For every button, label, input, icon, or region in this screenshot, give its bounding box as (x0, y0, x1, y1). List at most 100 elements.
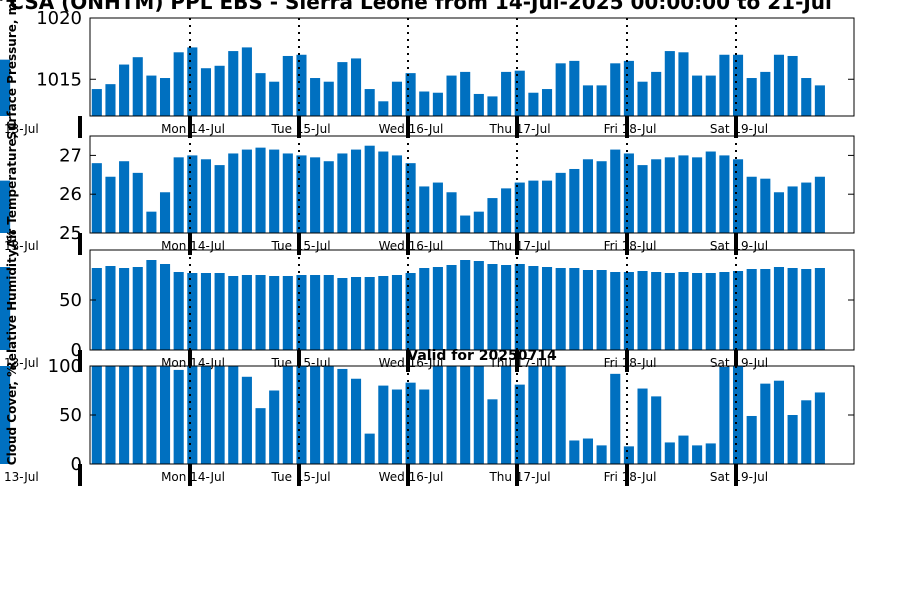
bar-p1-14 (282, 55, 293, 116)
bar-p4-15 (296, 366, 307, 464)
bar-p1-1 (105, 84, 116, 116)
panel-title-4: Valid for 20250714 (407, 348, 557, 364)
bar-p1-26 (446, 75, 457, 116)
bar-p4-47 (732, 366, 744, 464)
bar-p4-52 (801, 400, 812, 464)
bar-p2-22 (391, 155, 403, 233)
bar-p2-33 (541, 180, 553, 233)
bar-p4-4 (146, 366, 157, 464)
ytick-label-4-0: 0 (71, 454, 82, 475)
bar-p4-30 (501, 366, 512, 464)
day-label-2-5: Fri 18-Jul (604, 239, 657, 253)
bar-p1-36 (582, 85, 594, 116)
bar-p3-2 (119, 268, 130, 350)
bar-p1-8 (200, 68, 212, 116)
day-label-1-2: Tue 15-Jul (270, 122, 330, 136)
bar-p4-32 (528, 366, 539, 464)
bar-p3-3 (132, 267, 143, 350)
bar-p2-4 (146, 211, 157, 233)
bar-p4-9 (214, 366, 225, 464)
bar-p1-30 (501, 71, 512, 116)
bar-p4-16 (310, 366, 321, 464)
bar-p1-15 (296, 54, 307, 116)
bar-p3-4 (146, 260, 157, 350)
bar-p3-51 (787, 268, 798, 350)
bar-p3-6 (173, 272, 184, 350)
bar-p3-29 (487, 264, 498, 350)
day-label-2-0: Sun 13-Jul (0, 239, 39, 253)
bar-p3-42 (664, 273, 675, 350)
bar-p4-5 (159, 366, 171, 464)
bar-p1-31 (514, 70, 525, 116)
bar-p4-17 (323, 366, 334, 464)
day-label-4-0: Sun 13-Jul (0, 470, 39, 484)
bar-p1-38 (610, 63, 621, 116)
bar-p2-10 (228, 153, 239, 233)
bar-p1-34 (555, 63, 566, 116)
bar-p2-51 (787, 186, 798, 233)
bar-p3-34 (555, 268, 566, 350)
bar-p4-34 (555, 366, 566, 464)
bar-p1-48 (746, 78, 757, 116)
bar-p2-49 (760, 178, 771, 233)
bar-p3-31 (514, 264, 525, 350)
bar-p3-23 (405, 273, 416, 350)
day-label-2-2: Tue 15-Jul (270, 239, 330, 253)
bar-p4-48 (746, 415, 757, 464)
bar-p3-35 (569, 268, 580, 350)
chart-title: for CSA (ONHTM) PPL EBS - Sierra Leone f… (0, 0, 832, 14)
bar-p3-40 (637, 271, 648, 350)
bar-p1-12 (255, 73, 266, 116)
bar-p2-9 (214, 165, 225, 233)
bar-p4-55 (0, 366, 11, 464)
bar-p2-34 (555, 172, 566, 233)
bar-p4-29 (487, 399, 498, 464)
bar-p2-48 (746, 176, 757, 233)
bar-p1-9 (214, 65, 225, 116)
bar-p2-31 (514, 182, 525, 233)
bar-p1-16 (310, 78, 321, 116)
bar-p1-4 (146, 75, 157, 116)
bar-p2-7 (187, 155, 198, 233)
day-label-1-6: Sat 19-Jul (710, 122, 768, 136)
bar-p3-11 (241, 275, 252, 350)
ylabel-2: Air Temperature, C (5, 121, 19, 249)
bar-p4-6 (173, 369, 184, 464)
bar-p2-29 (487, 198, 498, 233)
ylabel-1: Surface Pressure, mb (5, 0, 19, 140)
bar-p1-11 (241, 47, 252, 116)
ytick-label-2-2: 27 (59, 145, 82, 166)
bar-p1-2 (119, 64, 130, 116)
bar-p3-13 (269, 276, 280, 350)
bar-p2-36 (582, 159, 594, 233)
bar-p2-53 (814, 176, 825, 233)
bar-p2-20 (364, 145, 375, 233)
bar-p1-24 (419, 91, 430, 116)
bar-p1-47 (732, 54, 744, 116)
bar-p3-16 (310, 275, 321, 350)
bar-p1-41 (651, 71, 662, 116)
bar-p1-22 (391, 81, 403, 116)
bar-p3-46 (719, 272, 730, 350)
bar-p4-11 (241, 376, 252, 464)
bar-p1-25 (432, 92, 443, 116)
bar-p1-39 (623, 60, 634, 116)
bar-p3-52 (801, 269, 812, 350)
bar-p4-22 (391, 389, 403, 464)
bar-p2-35 (569, 168, 580, 233)
bar-p4-19 (350, 378, 362, 464)
bar-p3-17 (323, 275, 334, 350)
bar-p3-43 (678, 272, 689, 350)
day-label-1-0: Sun 13-Jul (0, 122, 39, 136)
bar-p3-20 (364, 277, 375, 350)
bar-p1-33 (541, 89, 553, 116)
bar-p2-12 (255, 147, 266, 233)
day-label-4-1: Mon 14-Jul (161, 470, 225, 484)
bar-p1-35 (569, 60, 580, 116)
bar-p2-39 (623, 153, 634, 233)
bar-p3-53 (814, 268, 825, 350)
bar-p2-18 (337, 153, 348, 233)
bar-p1-52 (801, 78, 812, 116)
bar-p4-26 (446, 366, 457, 464)
bar-p1-18 (337, 62, 348, 116)
